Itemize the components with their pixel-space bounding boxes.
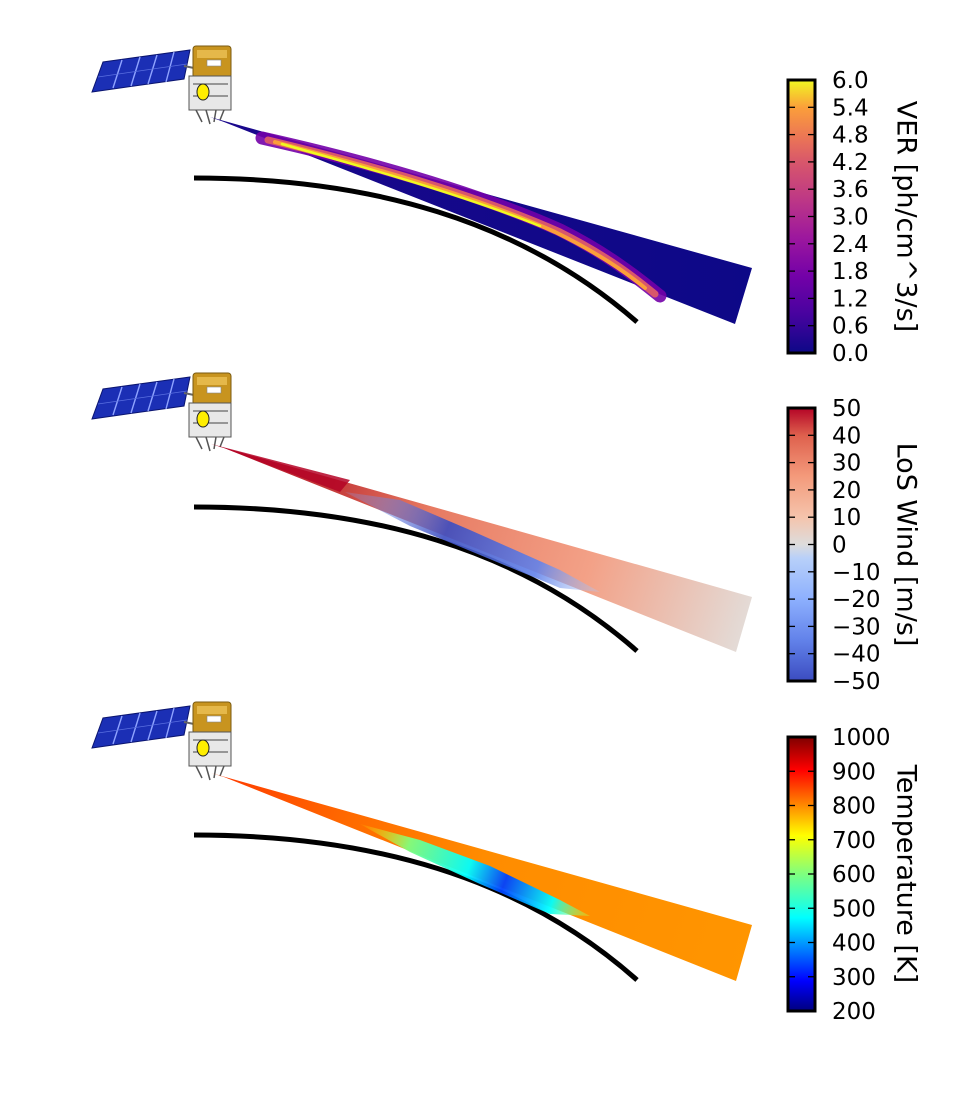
ver-beam	[210, 117, 752, 324]
colorbar-tick-label: 1.2	[832, 286, 869, 312]
satellite-icon	[91, 45, 232, 125]
colorbar-tick-label: 3.0	[832, 205, 869, 231]
colorbar-tick-label: 2.4	[832, 232, 869, 258]
panel-los-wind	[91, 372, 752, 653]
colorbar-tick-label: 5.4	[832, 95, 869, 121]
colorbar-tick-label: 1.8	[832, 259, 869, 285]
colorbar-tick-label: 0.0	[832, 341, 869, 367]
panel-temperature	[91, 701, 752, 982]
colorbar-tick-label: 300	[832, 965, 876, 991]
temperature-cold-region	[360, 824, 590, 916]
colorbar-label: VER [ph/cm^3/s]	[891, 101, 922, 332]
colorbar-tick-label: 900	[832, 759, 876, 785]
colorbar-tick-label: 4.8	[832, 123, 869, 149]
panel-ver	[91, 45, 752, 324]
satellite-icon	[91, 372, 232, 452]
colorbar-tick-label: 700	[832, 828, 876, 854]
colorbar-tick-label: 50	[832, 396, 861, 422]
colorbar-ver: 0.00.61.21.82.43.03.64.24.85.46.0 VER [ph…	[786, 68, 922, 367]
colorbar-tick-label: 40	[832, 423, 861, 449]
colorbar-tick-label: −50	[832, 669, 881, 695]
colorbar-tick-label: 0.6	[832, 314, 869, 340]
colorbar-tick-label: 30	[832, 451, 861, 477]
earth-limb	[193, 832, 639, 982]
colorbar-tick-label: 3.6	[832, 177, 869, 203]
colorbar-tick-label: 6.0	[832, 68, 869, 94]
wind-negative-region	[345, 492, 600, 592]
colorbar-tick-label: −30	[832, 614, 881, 640]
earth-limb	[193, 175, 639, 324]
colorbar-tick-label: 1000	[832, 725, 891, 751]
colorbar-tick-label: 600	[832, 862, 876, 888]
colorbar-tick-label: 500	[832, 896, 876, 922]
colorbar-tick-label: 4.2	[832, 150, 869, 176]
colorbar-tick-label: 200	[832, 999, 876, 1025]
earth-limb	[193, 504, 639, 653]
colorbar-tick-label: −40	[832, 642, 881, 668]
colorbar-tick-label: −10	[832, 560, 881, 586]
colorbar-tick-label: 800	[832, 794, 876, 820]
colorbar-label: LoS Wind [m/s]	[891, 443, 922, 647]
colorbar-label: Temperature [K]	[891, 764, 922, 983]
colorbar-temperature: 200 300 400 500 600 700 800 900 1000Temperature …	[786, 725, 922, 1025]
colorbar-tick-label: 10	[832, 505, 861, 531]
colorbar-tick-label: 0	[832, 533, 847, 559]
satellite-icon	[91, 701, 232, 781]
colorbar-tick-label: −20	[832, 587, 881, 613]
colorbar-tick-label: 400	[832, 931, 876, 957]
colorbar-tick-label: 20	[832, 478, 861, 504]
